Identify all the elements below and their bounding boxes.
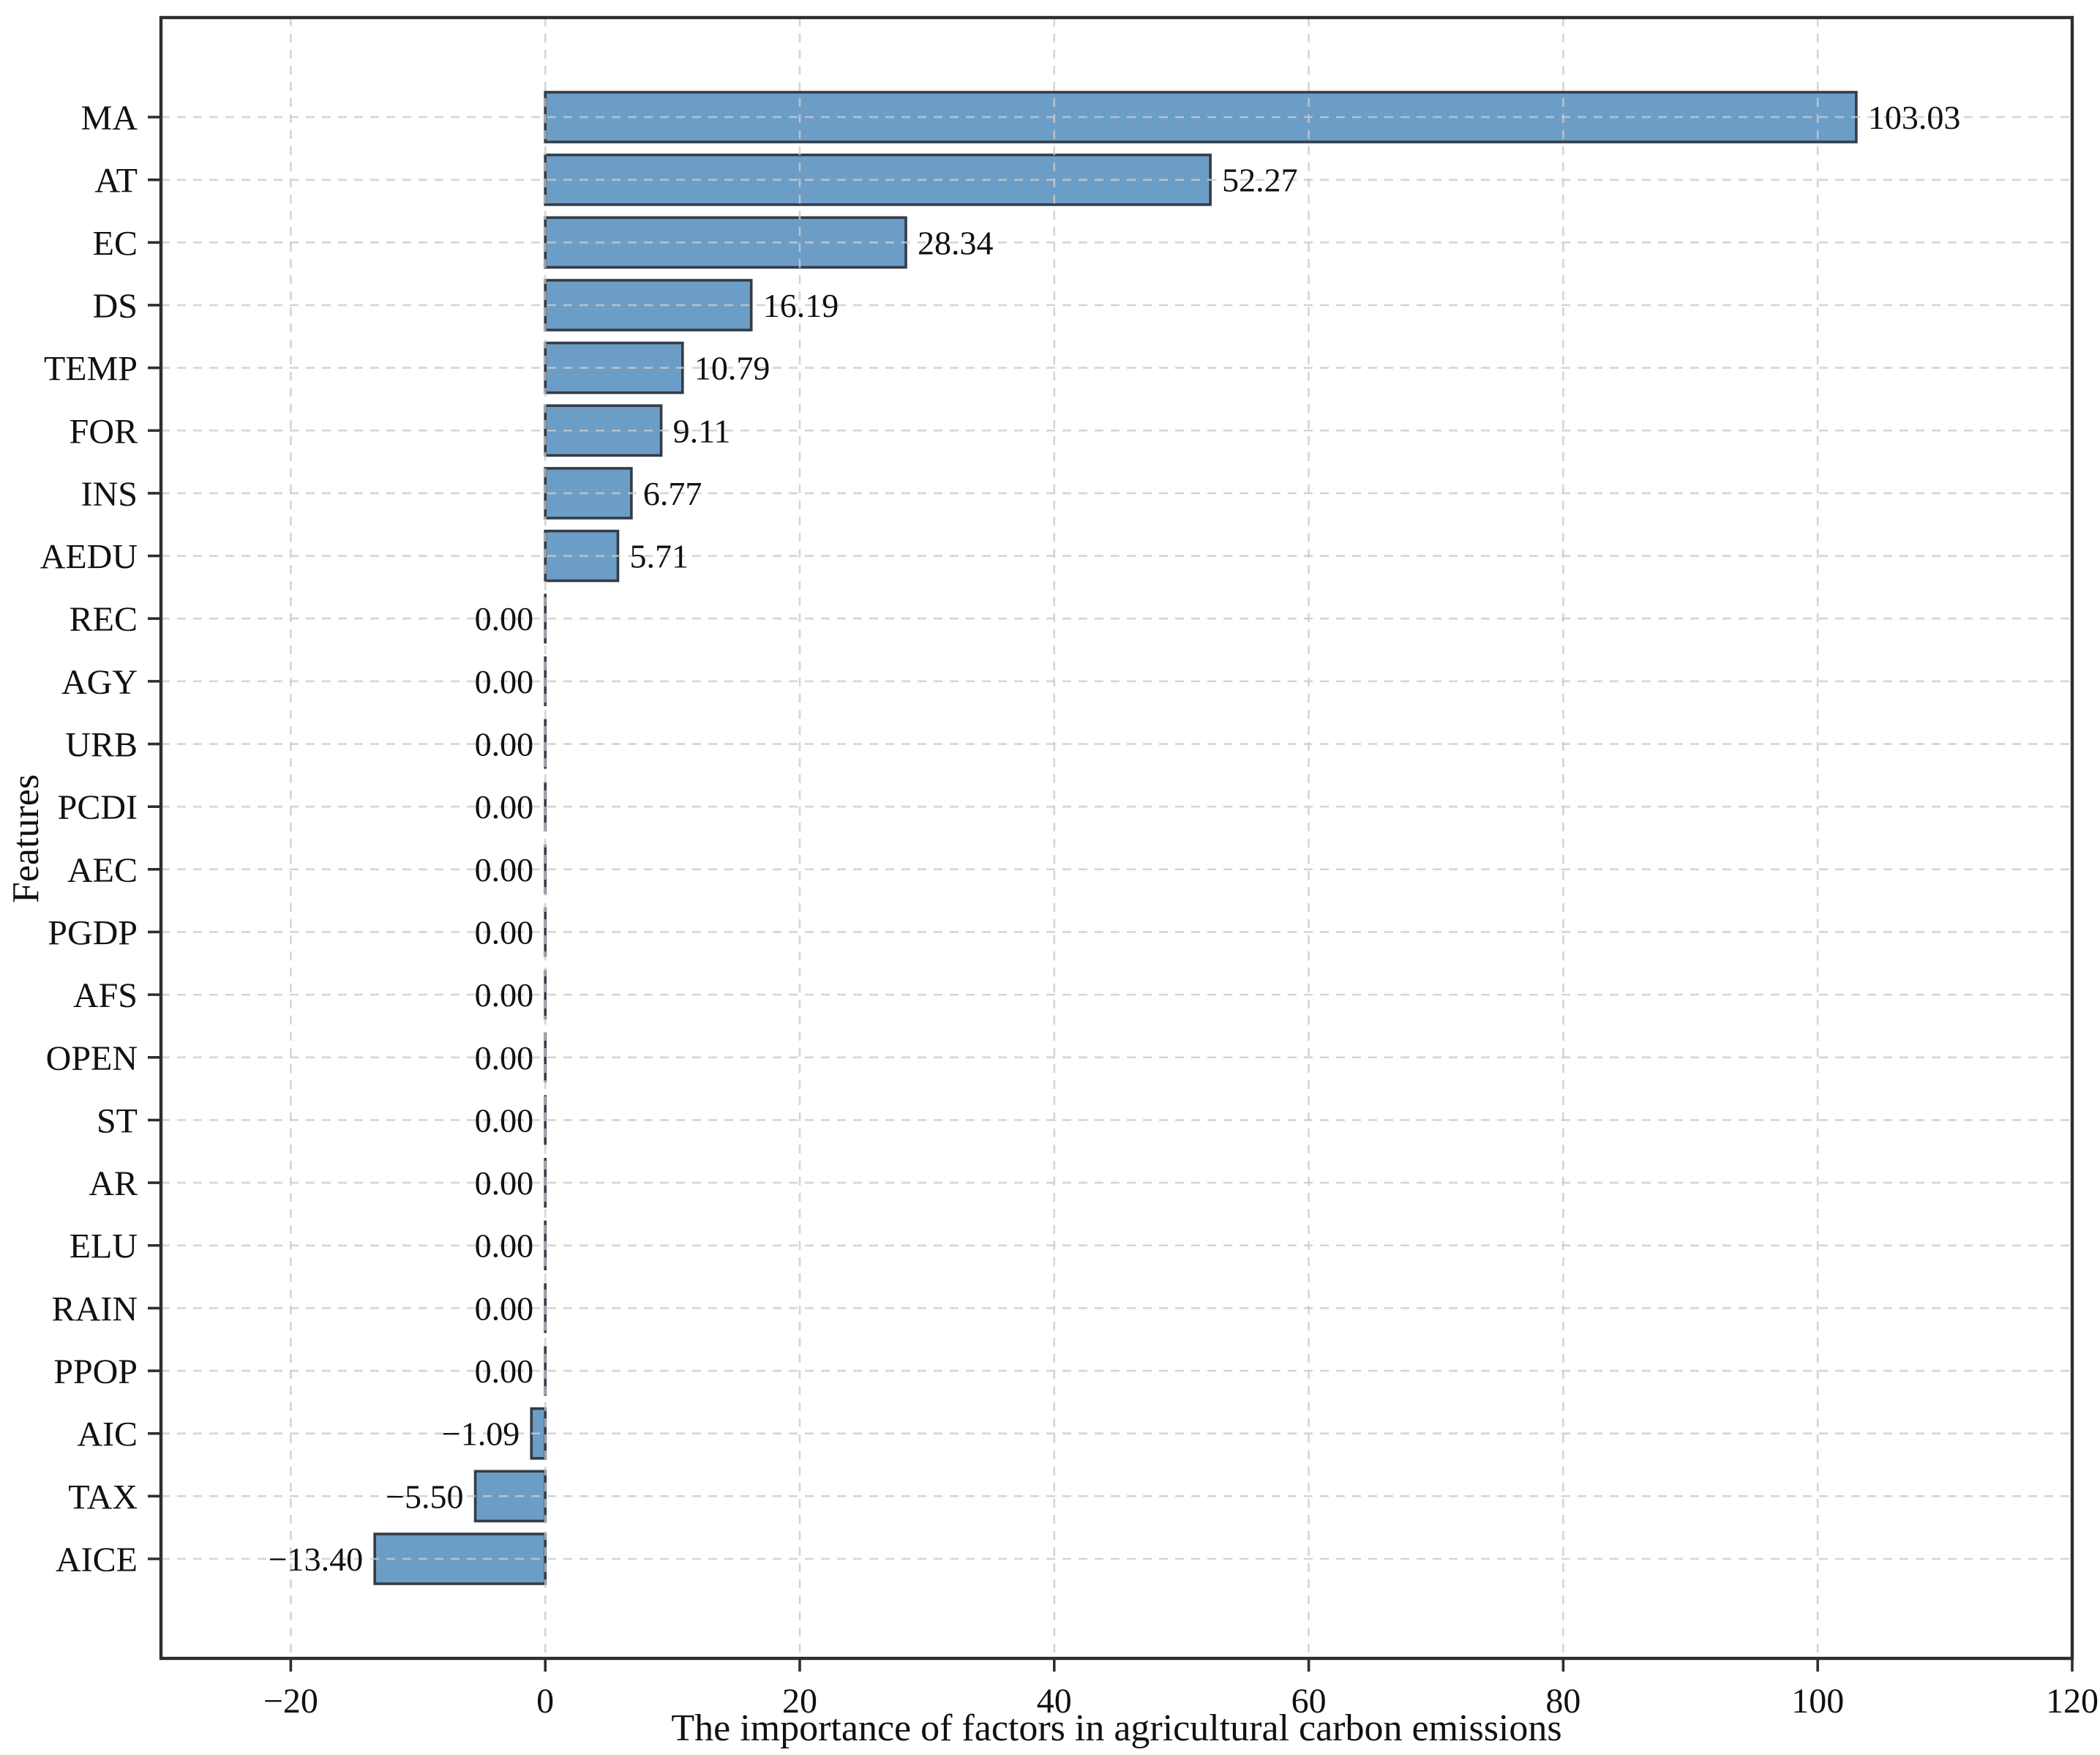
xtick-label-60: 60 [1291, 1682, 1327, 1721]
xtick-label-100: 100 [1791, 1682, 1844, 1721]
ytick-label-PCDI: PCDI [58, 788, 138, 827]
value-label-AIC: −1.09 [442, 1415, 520, 1453]
ytick-label-MA: MA [81, 99, 138, 138]
value-label-ELU: 0.00 [475, 1227, 534, 1265]
x-axis-title: The importance of factors in agricultura… [671, 1707, 1561, 1749]
value-label-RAIN: 0.00 [475, 1290, 534, 1327]
value-label-AICE: −13.40 [269, 1541, 363, 1578]
value-label-MA: 103.03 [1868, 99, 1961, 136]
ytick-label-ELU: ELU [70, 1227, 138, 1266]
value-label-AT: 52.27 [1222, 162, 1298, 199]
ytick-label-AFS: AFS [73, 976, 138, 1015]
plot-border [159, 15, 2074, 1661]
value-label-URB: 0.00 [475, 726, 534, 763]
value-label-PCDI: 0.00 [475, 788, 534, 826]
ytick-label-TAX: TAX [68, 1478, 138, 1516]
value-label-AEDU: 5.71 [629, 538, 689, 575]
y-axis-title: Features [5, 774, 47, 903]
value-label-TEMP: 10.79 [694, 350, 770, 387]
value-label-FOR: 9.11 [673, 412, 731, 449]
value-label-DS: 16.19 [763, 287, 839, 324]
ytick-label-RAIN: RAIN [52, 1290, 138, 1328]
ytick-label-TEMP: TEMP [44, 350, 138, 389]
ytick-label-OPEN: OPEN [46, 1039, 138, 1078]
value-label-AEC: 0.00 [475, 851, 534, 888]
xtick-label-40: 40 [1037, 1682, 1072, 1721]
value-label-TAX: −5.50 [386, 1478, 463, 1515]
value-label-PGDP: 0.00 [475, 913, 534, 951]
ytick-label-AEC: AEC [67, 851, 138, 890]
value-label-ST: 0.00 [475, 1101, 534, 1139]
value-label-AFS: 0.00 [475, 976, 534, 1014]
ytick-label-INS: INS [81, 475, 138, 514]
value-label-AGY: 0.00 [475, 663, 534, 700]
value-label-AR: 0.00 [475, 1164, 534, 1202]
ytick-label-REC: REC [70, 600, 138, 639]
ytick-label-URB: URB [65, 726, 138, 765]
xtick-label-0: 0 [536, 1682, 554, 1721]
ytick-label-FOR: FOR [70, 412, 138, 451]
value-label-PPOP: 0.00 [475, 1352, 534, 1390]
ytick-label-ST: ST [97, 1101, 138, 1140]
value-label-INS: 6.77 [643, 475, 702, 512]
ytick-label-PGDP: PGDP [48, 913, 138, 952]
ytick-label-AIC: AIC [77, 1415, 138, 1454]
ytick-label-AGY: AGY [61, 663, 138, 702]
xtick-label-20: 20 [782, 1682, 817, 1721]
ytick-label-AEDU: AEDU [40, 538, 138, 577]
value-label-OPEN: 0.00 [475, 1039, 534, 1077]
xtick-label--20: −20 [263, 1682, 318, 1721]
ytick-label-AT: AT [94, 162, 138, 201]
ytick-label-AICE: AICE [56, 1541, 138, 1579]
ytick-label-PPOP: PPOP [53, 1352, 138, 1391]
ytick-label-DS: DS [93, 287, 138, 326]
xtick-label-120: 120 [2046, 1682, 2099, 1721]
xtick-label-80: 80 [1545, 1682, 1580, 1721]
value-label-REC: 0.00 [475, 600, 534, 637]
ytick-label-EC: EC [93, 224, 138, 263]
ytick-label-AR: AR [89, 1164, 138, 1203]
value-label-EC: 28.34 [918, 224, 994, 261]
